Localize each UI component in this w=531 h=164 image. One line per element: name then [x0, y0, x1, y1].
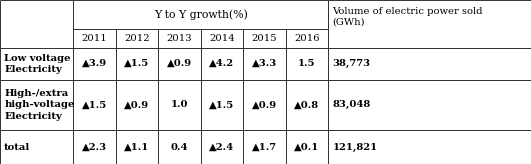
- Text: ▲1.7: ▲1.7: [252, 143, 277, 152]
- Text: 2014: 2014: [209, 34, 235, 43]
- Text: ▲0.8: ▲0.8: [294, 101, 320, 109]
- Text: Low voltage
Electricity: Low voltage Electricity: [4, 53, 71, 74]
- Text: High-/extra
high-voltage
Electricity: High-/extra high-voltage Electricity: [4, 89, 75, 121]
- Text: 2012: 2012: [124, 34, 150, 43]
- Text: ▲2.3: ▲2.3: [82, 143, 107, 152]
- Text: total: total: [4, 143, 30, 152]
- Text: 2015: 2015: [252, 34, 277, 43]
- Text: 38,773: 38,773: [332, 59, 371, 68]
- Text: 2013: 2013: [167, 34, 192, 43]
- Text: ▲0.9: ▲0.9: [124, 101, 150, 109]
- Text: ▲3.9: ▲3.9: [82, 59, 107, 68]
- Text: 1.0: 1.0: [171, 101, 188, 109]
- Text: Volume of electric power sold
(GWh): Volume of electric power sold (GWh): [332, 7, 483, 27]
- Text: 1.5: 1.5: [298, 59, 315, 68]
- Text: ▲0.9: ▲0.9: [167, 59, 192, 68]
- Text: 121,821: 121,821: [332, 143, 378, 152]
- Text: ▲1.1: ▲1.1: [124, 143, 150, 152]
- Text: 83,048: 83,048: [332, 101, 371, 109]
- Text: ▲1.5: ▲1.5: [82, 101, 107, 109]
- Text: 2016: 2016: [294, 34, 320, 43]
- Text: 2011: 2011: [82, 34, 107, 43]
- Text: ▲4.2: ▲4.2: [209, 59, 235, 68]
- Text: ▲3.3: ▲3.3: [252, 59, 277, 68]
- Text: Y to Y growth(%): Y to Y growth(%): [154, 9, 247, 20]
- Text: ▲1.5: ▲1.5: [124, 59, 150, 68]
- Text: ▲2.4: ▲2.4: [209, 143, 235, 152]
- Text: ▲0.1: ▲0.1: [294, 143, 320, 152]
- Text: 0.4: 0.4: [171, 143, 188, 152]
- Text: ▲1.5: ▲1.5: [209, 101, 235, 109]
- Text: ▲0.9: ▲0.9: [252, 101, 277, 109]
